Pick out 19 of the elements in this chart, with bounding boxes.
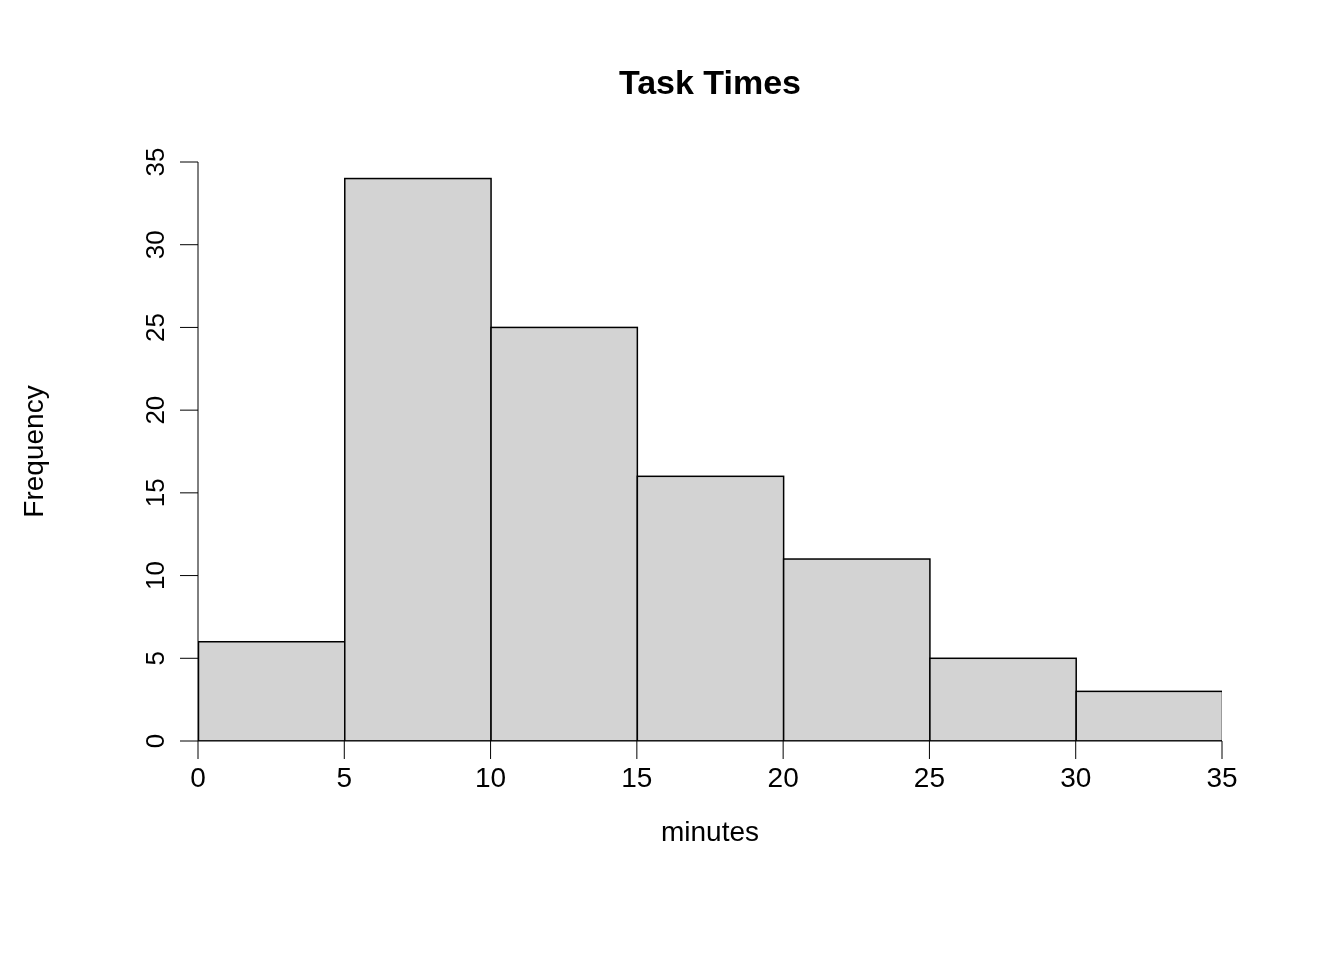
x-tick-label: 0: [190, 761, 206, 793]
y-axis-title: Frequency: [17, 385, 49, 518]
chart-title: Task Times: [617, 63, 803, 102]
y-tick-label: 20: [140, 395, 170, 425]
x-tick-label: 20: [767, 761, 799, 793]
y-tick-label: 15: [140, 478, 170, 508]
y-tick-label: 35: [140, 147, 170, 177]
y-tick-label: 30: [140, 230, 170, 260]
x-tick-label: 35: [1206, 761, 1238, 793]
x-tick-label: 30: [1060, 761, 1092, 793]
x-tick-label: 15: [621, 761, 653, 793]
y-tick-label: 10: [140, 561, 170, 591]
x-axis-title: minutes: [660, 816, 760, 847]
x-tick-label: 10: [474, 761, 507, 793]
x-tick-label: 5: [336, 761, 353, 793]
y-tick-label: 5: [140, 651, 170, 666]
y-tick-label: 25: [140, 312, 170, 342]
y-tick-label: 0: [140, 733, 170, 749]
x-tick-label: 25: [913, 761, 946, 793]
